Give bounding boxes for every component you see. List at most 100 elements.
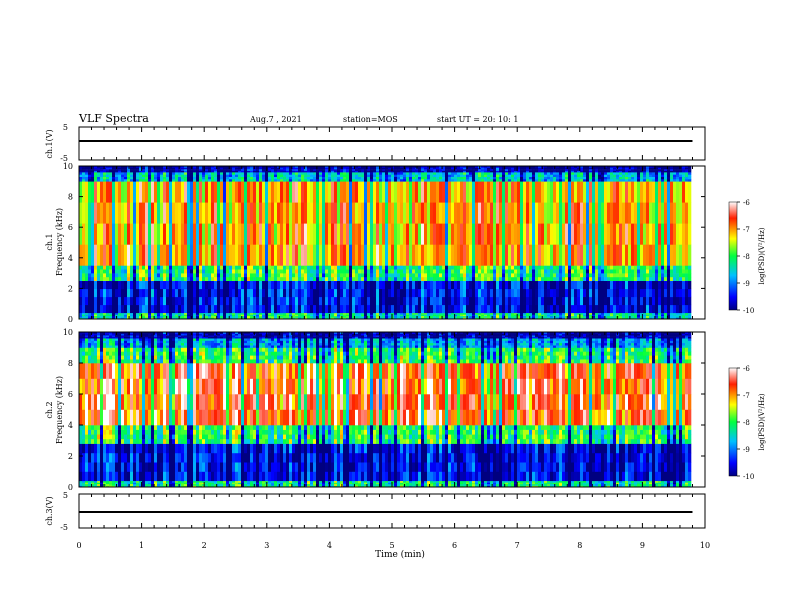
spectrogram-cell [289,314,293,317]
spectrogram-cell [574,273,578,278]
spectrogram-cell [364,202,368,224]
spectrogram-cell [196,276,200,281]
spectrogram-cell [418,280,422,290]
spectrogram-cell [574,276,578,281]
spectrogram-cell [388,166,392,168]
spectrogram-cell [400,315,404,318]
spectrogram-cell [205,296,209,306]
spectrogram-cell [292,265,296,270]
spectrogram-cell [655,315,659,318]
spectrogram-cell [478,181,482,203]
spectrogram-cell [565,314,569,317]
spectrogram-cell [688,174,692,177]
spectrogram-cell [427,288,431,298]
spectrogram-cell [109,169,113,171]
spectrogram-cell [676,315,680,318]
spectrogram-cell [223,202,227,224]
spectrogram-cell [400,223,404,245]
spectrogram-cell [94,273,98,278]
spectrogram-cell [346,202,350,224]
spectrogram-cell [679,202,683,224]
spectrogram-cell [667,296,671,306]
spectrogram-cell [544,223,548,245]
spectrogram-cell [574,314,578,317]
spectrogram-cell [277,312,281,315]
spectrogram-cell [370,304,374,314]
spectrogram-cell [301,269,305,274]
spectrogram-cell [664,202,668,224]
spectrogram-cell [157,170,161,173]
spectrogram-cell [664,167,668,170]
spectrogram-cell [112,273,116,278]
spectrogram-cell [214,314,218,317]
spectrogram-cell [631,166,635,168]
spectrogram-cell [196,174,200,177]
spectrogram-cell [319,315,323,318]
spectrogram-cell [646,174,650,177]
spectrogram-cell [469,181,473,203]
spectrogram-cell [148,166,152,168]
spectrogram-cell [100,315,104,318]
spectrogram-cell [469,166,473,168]
spectrogram-cell [358,269,362,274]
spectrogram-cell [541,223,545,245]
spectrogram-cell [274,280,278,290]
spectrogram-cell [679,244,683,266]
spectrogram-cell [79,166,83,168]
spectrogram-cell [508,265,512,270]
spectrogram-cell [241,280,245,290]
spectrogram-cell [121,317,125,320]
spectrogram-cell [676,170,680,173]
spectrogram-cell [310,172,314,175]
spectrogram-cell [592,169,596,171]
spectrogram-cell [238,202,242,224]
spectrogram-cell [646,273,650,278]
spectrogram-cell [100,280,104,290]
spectrogram-cell [598,166,602,168]
spectrogram-cell [151,170,155,173]
spectrogram-cell [604,312,608,315]
spectrogram-cell [349,273,353,278]
spectrogram-cell [340,244,344,266]
spectrogram-cell [472,172,476,175]
spectrogram-cell [565,276,569,281]
ch1-waveform-panel: 5 -5 ch.1(V) [45,123,706,163]
spectrogram-cell [421,304,425,314]
spectrogram-cell [619,288,623,298]
spectrogram-cell [400,179,404,182]
spectrogram-cell [352,273,356,278]
spectrogram-cell [472,166,476,168]
spectrogram-cell [265,181,269,203]
spectrogram-cell [424,315,428,318]
spectrogram-cell [358,312,362,315]
spectrogram-cell [505,172,509,175]
spectrogram-cell [646,314,650,317]
spectrogram-cell [487,174,491,177]
spectrogram-cell [520,317,524,320]
spectrogram-cell [217,304,221,314]
spectrogram-cell [544,288,548,298]
spectrogram-cell [640,179,644,182]
spectrogram-cell [121,176,125,180]
spectrogram-cell [109,223,113,245]
spectrogram-cell [223,179,227,182]
spectrogram-cell [148,269,152,274]
spectrogram-cell [406,280,410,290]
spectrogram-cell [322,317,326,320]
spectrogram-cell [679,276,683,281]
spectrogram-cell [136,265,140,270]
spectrogram-cell [85,273,89,278]
spectrogram-cell [85,174,89,177]
spectrogram-cell [586,244,590,266]
spectrogram-cell [622,288,626,298]
spectrogram-cell [379,280,383,290]
spectrogram-cell [298,176,302,180]
spectrogram-cell [163,280,167,290]
spectrogram-cell [133,317,137,320]
spectrogram-cell [88,166,92,168]
spectrogram-cell [271,176,275,180]
spectrogram-cell [400,174,404,177]
spectrogram-cell [331,244,335,266]
spectrogram-cell [166,317,170,320]
spectrogram-cell [640,269,644,274]
